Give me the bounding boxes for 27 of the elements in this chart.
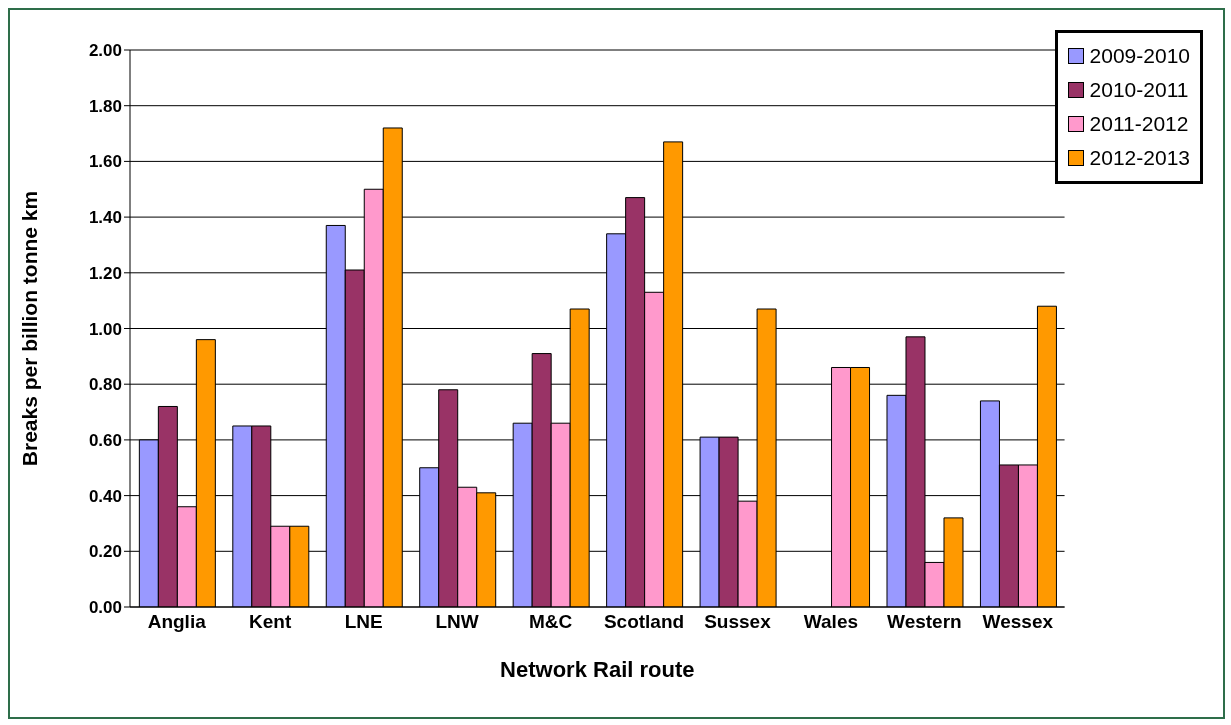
legend-label: 2010-2011	[1088, 77, 1190, 103]
x-tick-label: Sussex	[704, 611, 772, 633]
x-tick-label: Scotland	[603, 611, 685, 633]
x-tick-label: Western	[887, 611, 962, 633]
legend-label: 2011-2012	[1088, 111, 1190, 137]
y-tick-label: 1.60	[88, 152, 122, 172]
x-tick-label: Kent	[249, 611, 292, 633]
y-tick-label: 1.20	[88, 263, 122, 283]
y-tick-label: 0.40	[88, 486, 122, 506]
x-tick-label: LNW	[435, 611, 479, 633]
y-tick-label: 0.20	[88, 542, 122, 562]
x-tick-label: LNE	[344, 611, 383, 633]
x-tick-label: Anglia	[147, 611, 207, 633]
y-tick-label: 2.00	[88, 41, 122, 61]
y-tick-label: 0.00	[88, 598, 122, 618]
x-tick-label: Wales	[803, 611, 859, 633]
x-tick-label: M&C	[528, 611, 573, 633]
x-axis-title: Network Rail route	[500, 657, 695, 682]
y-tick-label: 0.80	[88, 375, 122, 395]
legend-label: 2012-2013	[1088, 145, 1190, 171]
y-tick-label: 1.40	[88, 208, 122, 228]
legend-label: 2009-2010	[1088, 43, 1190, 69]
y-tick-label: 1.00	[88, 319, 122, 339]
y-tick-label: 1.80	[88, 96, 122, 116]
y-tick-label: 0.60	[88, 430, 122, 450]
x-tick-label: Wessex	[982, 611, 1054, 633]
y-axis-title: Breaks per billion tonne km	[18, 190, 42, 467]
